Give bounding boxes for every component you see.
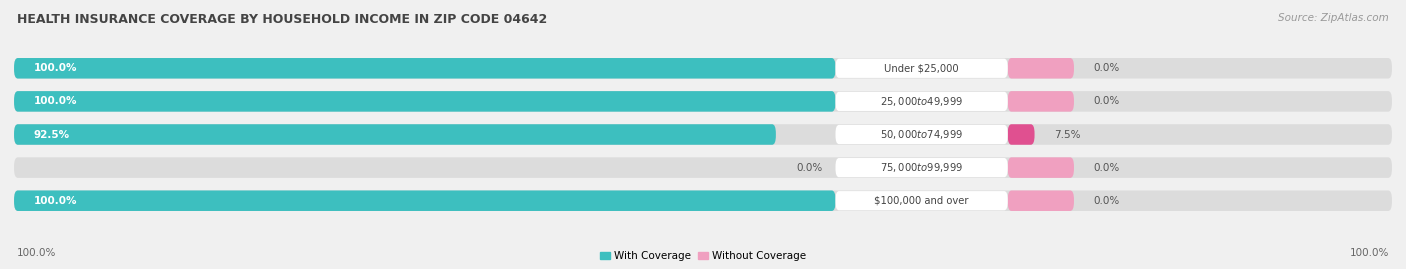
FancyBboxPatch shape — [14, 58, 835, 79]
FancyBboxPatch shape — [14, 157, 1392, 178]
Text: 100.0%: 100.0% — [1350, 248, 1389, 258]
Text: 0.0%: 0.0% — [796, 162, 823, 173]
FancyBboxPatch shape — [1008, 91, 1074, 112]
FancyBboxPatch shape — [14, 58, 1392, 79]
FancyBboxPatch shape — [1008, 124, 1035, 145]
Text: $100,000 and over: $100,000 and over — [875, 196, 969, 206]
FancyBboxPatch shape — [835, 191, 1008, 210]
Text: 0.0%: 0.0% — [1094, 196, 1121, 206]
Text: $50,000 to $74,999: $50,000 to $74,999 — [880, 128, 963, 141]
Text: 100.0%: 100.0% — [17, 248, 56, 258]
FancyBboxPatch shape — [14, 190, 1392, 211]
FancyBboxPatch shape — [835, 59, 1008, 78]
FancyBboxPatch shape — [1008, 190, 1074, 211]
Text: 100.0%: 100.0% — [34, 63, 77, 73]
Text: 0.0%: 0.0% — [1094, 96, 1121, 107]
FancyBboxPatch shape — [835, 125, 1008, 144]
FancyBboxPatch shape — [14, 91, 1392, 112]
FancyBboxPatch shape — [14, 124, 776, 145]
FancyBboxPatch shape — [835, 92, 1008, 111]
Text: $75,000 to $99,999: $75,000 to $99,999 — [880, 161, 963, 174]
Legend: With Coverage, Without Coverage: With Coverage, Without Coverage — [600, 251, 806, 261]
Text: HEALTH INSURANCE COVERAGE BY HOUSEHOLD INCOME IN ZIP CODE 04642: HEALTH INSURANCE COVERAGE BY HOUSEHOLD I… — [17, 13, 547, 26]
Text: 7.5%: 7.5% — [1054, 129, 1081, 140]
Text: 0.0%: 0.0% — [1094, 63, 1121, 73]
FancyBboxPatch shape — [14, 190, 835, 211]
Text: 92.5%: 92.5% — [34, 129, 70, 140]
Text: $25,000 to $49,999: $25,000 to $49,999 — [880, 95, 963, 108]
FancyBboxPatch shape — [14, 91, 835, 112]
Text: Under $25,000: Under $25,000 — [884, 63, 959, 73]
FancyBboxPatch shape — [1008, 157, 1074, 178]
Text: 100.0%: 100.0% — [34, 196, 77, 206]
Text: 0.0%: 0.0% — [1094, 162, 1121, 173]
FancyBboxPatch shape — [1008, 58, 1074, 79]
Text: 100.0%: 100.0% — [34, 96, 77, 107]
FancyBboxPatch shape — [835, 158, 1008, 177]
Text: Source: ZipAtlas.com: Source: ZipAtlas.com — [1278, 13, 1389, 23]
FancyBboxPatch shape — [14, 124, 1392, 145]
